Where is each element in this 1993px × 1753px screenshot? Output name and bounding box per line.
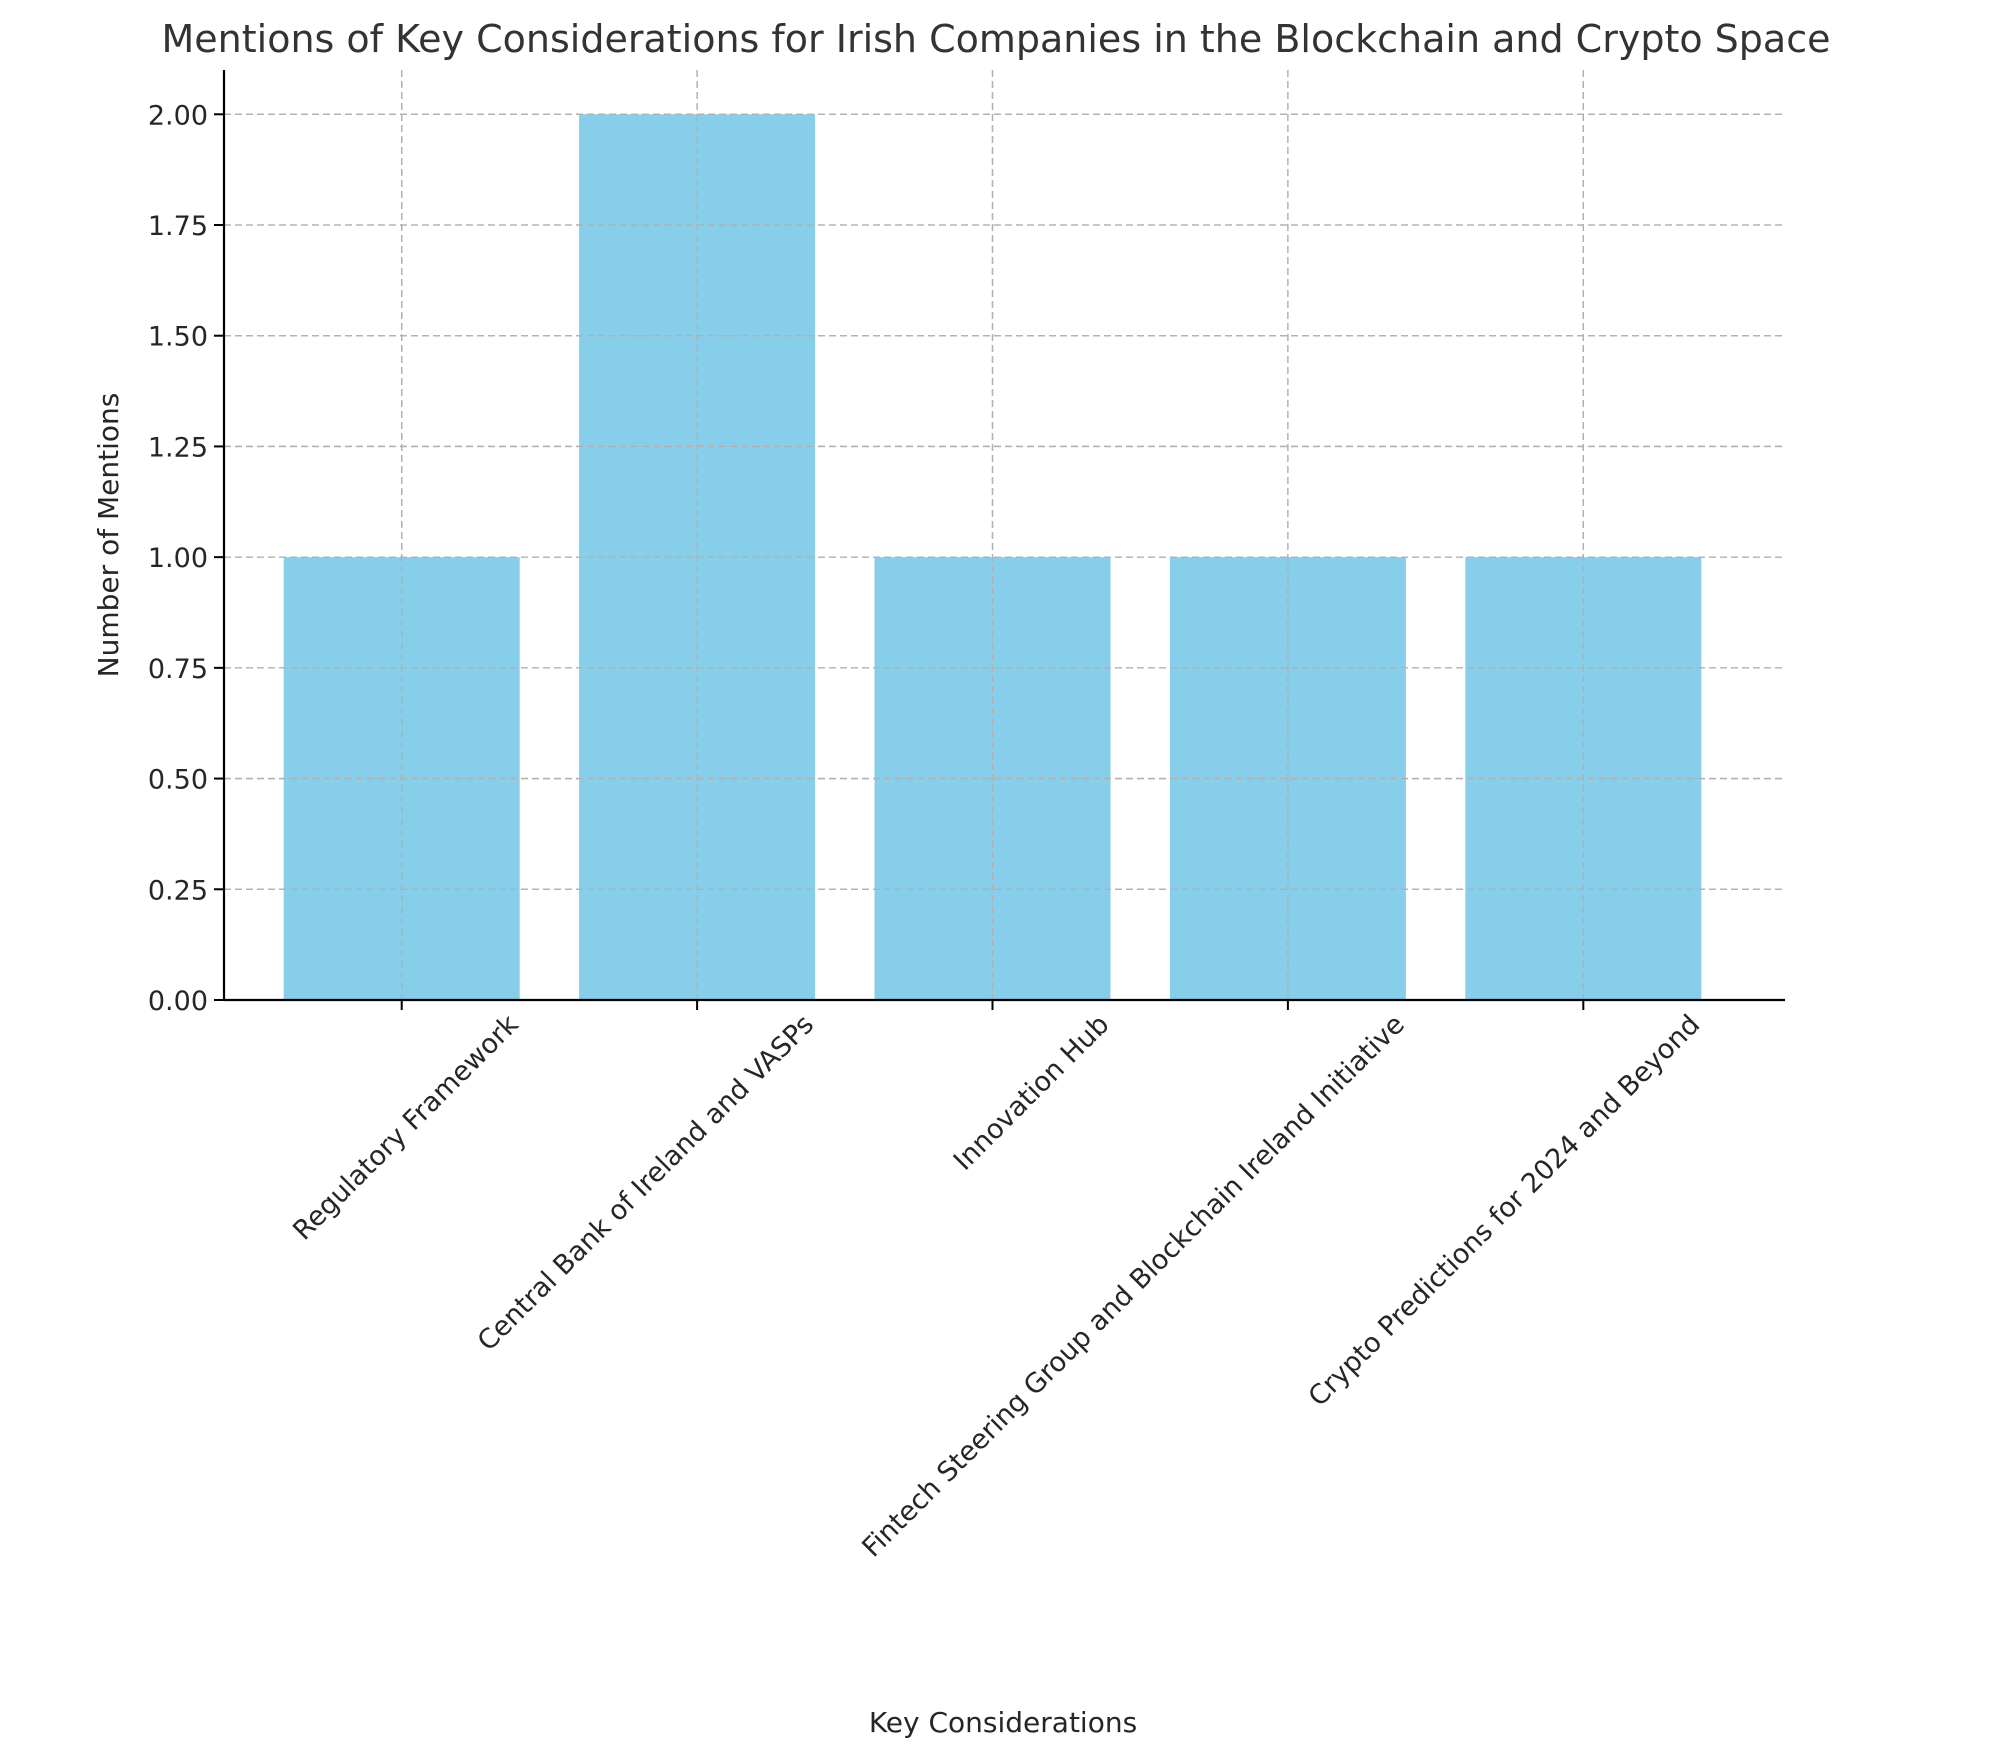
x-tick-label: Regulatory Framework [287,1009,525,1247]
y-ticks: 0.00 0.25 0.50 0.75 1.00 1.25 1.50 1.75 2.00 [148,100,224,1017]
chart-title: Mentions of Key Considerations for Irish… [162,17,1831,61]
x-tick-label: Fintech Steering Group and Blockchain Ir… [856,1009,1410,1563]
y-tick-label: 1.50 [148,322,208,353]
y-tick-label: 1.75 [148,211,208,242]
bars [224,70,1785,1001]
y-tick-label: 0.50 [148,765,208,796]
x-axis-label: Key Considerations [869,1706,1137,1739]
y-tick-label: 1.00 [148,543,208,574]
y-tick-label: 0.75 [148,654,208,685]
x-tick-label: Innovation Hub [948,1009,1116,1177]
y-tick-label: 1.25 [148,432,208,463]
x-tick-label: Central Bank of Ireland and VASPs [472,1009,820,1357]
y-tick-label: 0.00 [148,986,208,1017]
y-tick-label: 2.00 [148,100,208,131]
y-axis-label: Number of Mentions [92,393,125,678]
y-tick-label: 0.25 [148,875,208,906]
